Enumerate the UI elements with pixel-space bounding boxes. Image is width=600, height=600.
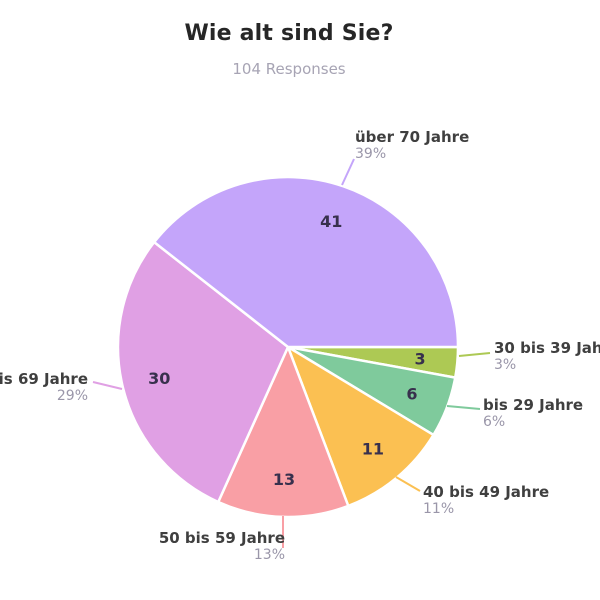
- chart-header: Wie alt sind Sie? 104 Responses: [0, 21, 578, 78]
- slice-value-label: 11: [362, 439, 384, 458]
- leader-line: [92, 381, 123, 390]
- slice-label-40-bis-49-jahre: 40 bis 49 Jahre 11%: [423, 484, 549, 518]
- pie-slice-60-bis-69-jahre[interactable]: [116, 240, 290, 504]
- slice-value-label: 41: [320, 212, 342, 231]
- leader-line: [341, 158, 355, 186]
- slice-label-text: 30 bis 39 Jahre: [494, 339, 600, 357]
- slice-percent-text: 3%: [494, 357, 517, 373]
- leader-line: [458, 352, 491, 357]
- slice-label-text: 40 bis 49 Jahre: [423, 483, 550, 501]
- pie-slice--ber-70-jahre[interactable]: [152, 175, 460, 349]
- leader-line: [395, 476, 421, 492]
- slice-percent-text: 11%: [423, 501, 455, 517]
- slice-label-ueber-70-jahre: über 70 Jahre 39%: [355, 129, 469, 163]
- slice-value-label: 3: [415, 350, 426, 369]
- slice-label-bis-29-jahre: bis 29 Jahre 6%: [483, 397, 583, 431]
- chart-response-count: 104 Responses: [232, 60, 346, 78]
- slice-label-text: über 70 Jahre: [355, 128, 470, 146]
- slice-value-label: 6: [406, 385, 417, 404]
- slice-value-label: 30: [148, 369, 170, 388]
- slice-percent-text: 6%: [483, 414, 506, 430]
- slice-percent-text: 39%: [355, 146, 387, 162]
- slice-label-text: 50 bis 59 Jahre: [158, 529, 285, 547]
- slice-label-text: bis 29 Jahre: [483, 396, 584, 414]
- leader-line: [446, 405, 481, 410]
- slice-percent-text: 13%: [253, 547, 285, 563]
- chart-title: Wie alt sind Sie?: [184, 21, 394, 46]
- slice-label-30-bis-39-jahre: 30 bis 39 Jahre 3%: [494, 340, 600, 374]
- slice-label-50-bis-59-jahre: 50 bis 59 Jahre 13%: [159, 530, 285, 564]
- slice-value-label: 13: [273, 470, 295, 489]
- slice-label-60-bis-69-jahre: 60 bis 69 Jahre 29%: [0, 371, 88, 405]
- slice-label-text: 60 bis 69 Jahre: [0, 370, 88, 388]
- slice-percent-text: 29%: [56, 388, 88, 404]
